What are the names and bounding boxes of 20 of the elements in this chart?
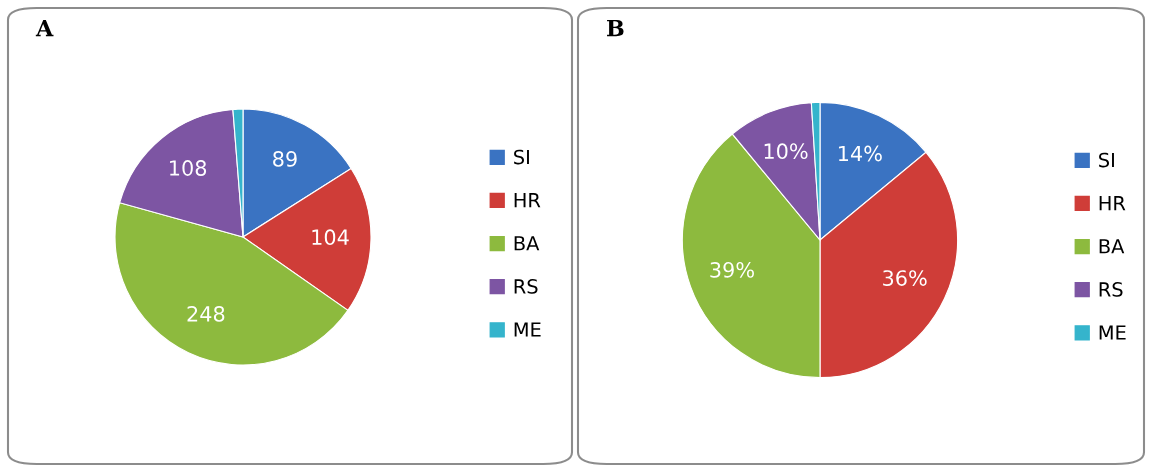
chart-title: B (607, 19, 624, 37)
legend-label: HR (514, 193, 541, 208)
legend-label: RS (514, 279, 538, 294)
data-label: 108 (170, 160, 207, 176)
legend-label: BA (1099, 239, 1125, 254)
legend-label: HR (1099, 196, 1126, 211)
data-label: 14% (838, 145, 882, 162)
chart-title: A (35, 19, 54, 37)
data-label: 10% (764, 143, 808, 160)
legend-label: SI (514, 149, 529, 165)
legend-label: ME (1099, 325, 1126, 340)
data-label: 36% (883, 270, 927, 286)
data-label: 104 (312, 229, 349, 246)
legend-label: SI (1099, 152, 1114, 168)
legend-label: BA (514, 236, 540, 251)
legend-label: ME (514, 322, 541, 337)
data-label: 39% (710, 261, 754, 278)
legend-label: RS (1099, 282, 1123, 297)
data-label: 248 (187, 306, 225, 322)
data-label: 89 (273, 151, 297, 167)
